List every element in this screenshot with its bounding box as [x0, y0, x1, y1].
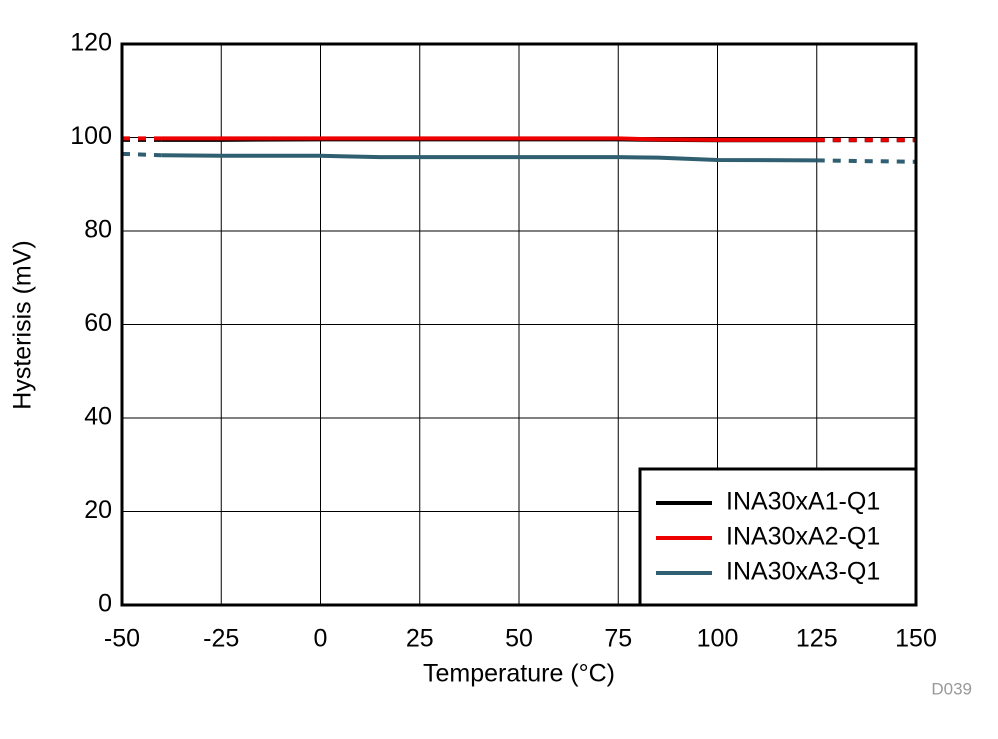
x-tick-label: 100	[697, 625, 739, 653]
x-tick-label: 150	[895, 625, 937, 653]
legend-label: INA30xA1-Q1	[726, 488, 880, 516]
y-tick-label: 20	[84, 496, 112, 524]
y-tick-label: 100	[70, 122, 112, 150]
x-tick-label: -50	[104, 625, 140, 653]
x-tick-label: 0	[314, 625, 328, 653]
series-line	[816, 158, 917, 164]
legend-label: INA30xA2-Q1	[726, 523, 880, 551]
y-tick-label: 40	[84, 403, 112, 431]
y-tick-label: 80	[84, 216, 112, 244]
y-tick-label: 120	[70, 29, 112, 57]
plot-frame	[120, 42, 918, 607]
series-line	[121, 151, 162, 158]
x-tick-label: 50	[505, 625, 533, 653]
y-tick-label: 0	[98, 590, 112, 618]
x-tick-label: 25	[406, 625, 434, 653]
x-tick-label: -25	[203, 625, 239, 653]
legend-label: INA30xA3-Q1	[726, 558, 880, 586]
series-line	[161, 136, 817, 142]
x-axis-label: Temperature (°C)	[423, 660, 615, 688]
y-tick-label: 60	[84, 309, 112, 337]
figure-id: D039	[931, 679, 972, 698]
y-axis-label: Hysterisis (mV)	[9, 240, 37, 409]
x-tick-label: 125	[796, 625, 838, 653]
series-line	[161, 153, 817, 163]
x-tick-label: 75	[604, 625, 632, 653]
